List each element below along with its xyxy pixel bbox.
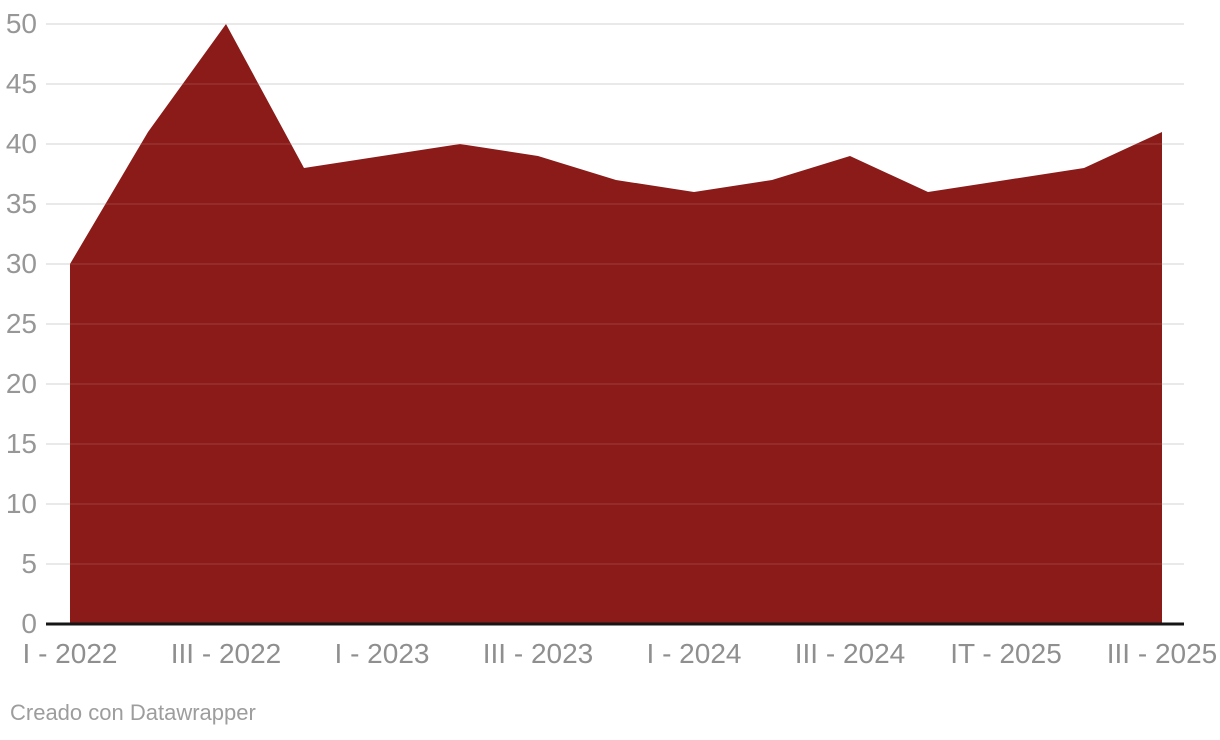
x-tick-label: III - 2024 (794, 638, 906, 669)
area-series (70, 24, 1162, 624)
x-tick-label: III - 2023 (482, 638, 594, 669)
y-tick-label: 20 (5, 368, 37, 399)
y-tick-label: 10 (5, 488, 37, 519)
x-tick-label: IT - 2025 (950, 638, 1062, 669)
y-tick-label: 15 (5, 428, 37, 459)
x-tick-label: I - 2024 (646, 638, 742, 669)
x-tick-label: III - 2022 (170, 638, 282, 669)
datawrapper-attribution-link[interactable]: Creado con Datawrapper (10, 700, 256, 725)
y-tick-label: 0 (21, 608, 37, 639)
x-tick-label: I - 2022 (22, 638, 118, 669)
y-tick-label: 40 (5, 128, 37, 159)
y-tick-label: 35 (5, 188, 37, 219)
y-tick-label: 50 (5, 8, 37, 39)
y-tick-label: 30 (5, 248, 37, 279)
y-tick-label: 25 (5, 308, 37, 339)
x-tick-label: I - 2023 (334, 638, 430, 669)
y-tick-label: 5 (21, 548, 37, 579)
x-tick-label: III - 2025 (1106, 638, 1218, 669)
y-tick-label: 45 (5, 68, 37, 99)
